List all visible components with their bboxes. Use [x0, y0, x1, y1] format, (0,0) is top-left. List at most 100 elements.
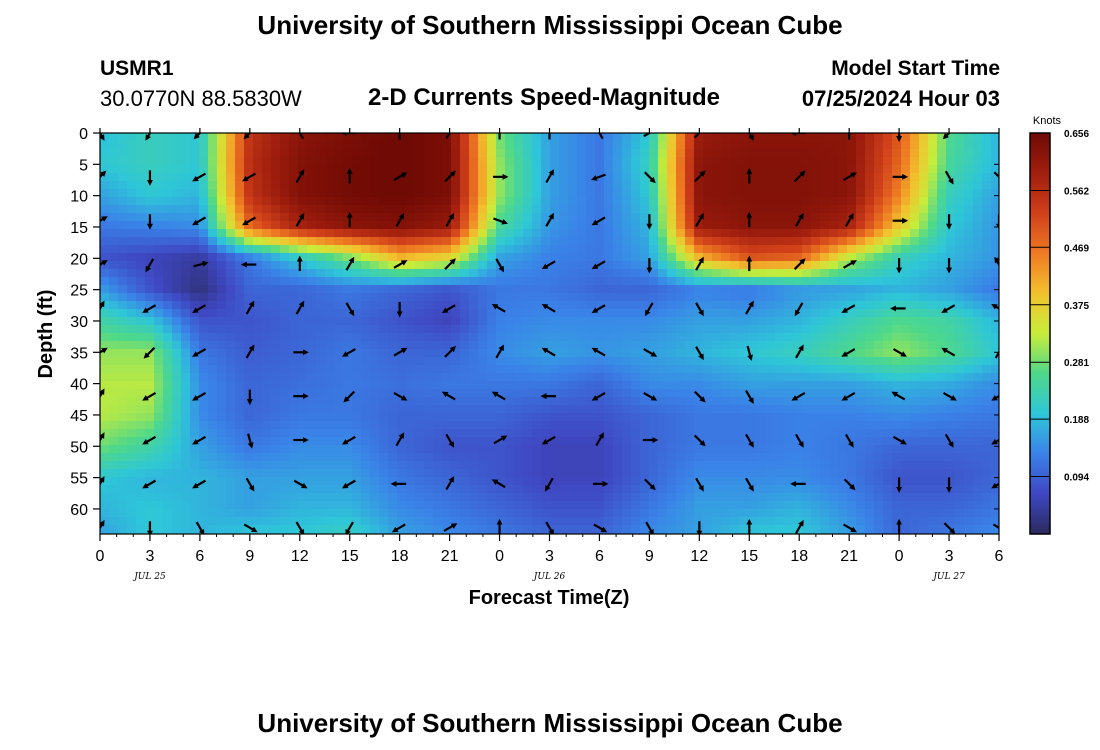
heatmap-cell: [298, 221, 308, 230]
heatmap-cell: [928, 221, 938, 230]
heatmap-cell: [217, 325, 227, 334]
heatmap-cell: [982, 261, 992, 270]
heatmap-cell: [181, 261, 191, 270]
heatmap-cell: [595, 421, 605, 430]
heatmap-cell: [235, 421, 245, 430]
heatmap-cell: [658, 157, 668, 166]
heatmap-cell: [487, 413, 497, 422]
heatmap-cell: [928, 309, 938, 318]
heatmap-cell: [388, 501, 398, 510]
heatmap-cell: [451, 245, 461, 254]
heatmap-cell: [406, 221, 416, 230]
heatmap-cell: [919, 413, 929, 422]
heatmap-cell: [586, 197, 596, 206]
heatmap-cell: [379, 245, 389, 254]
heatmap-cell: [442, 429, 452, 438]
heatmap-cell: [397, 133, 407, 142]
heatmap-cell: [658, 509, 668, 518]
heatmap-cell: [901, 189, 911, 198]
heatmap-cell: [802, 149, 812, 158]
heatmap-cell: [451, 413, 461, 422]
heatmap-cell: [361, 309, 371, 318]
heatmap-cell: [370, 213, 380, 222]
heatmap-cell: [712, 261, 722, 270]
heatmap-cell: [460, 157, 470, 166]
heatmap-cell: [892, 357, 902, 366]
heatmap-cell: [856, 309, 866, 318]
heatmap-cell: [847, 237, 857, 246]
heatmap-cell: [271, 221, 281, 230]
heatmap-cell: [271, 205, 281, 214]
heatmap-cell: [928, 253, 938, 262]
heatmap-cell: [307, 309, 317, 318]
heatmap-cell: [379, 477, 389, 486]
heatmap-cell: [640, 317, 650, 326]
heatmap-cell: [154, 301, 164, 310]
heatmap-cell: [343, 213, 353, 222]
heatmap-cell: [631, 213, 641, 222]
heatmap-cell: [181, 413, 191, 422]
heatmap-cell: [721, 381, 731, 390]
heatmap-cell: [892, 373, 902, 382]
heatmap-cell: [910, 373, 920, 382]
heatmap-cell: [541, 277, 551, 286]
heatmap-cell: [865, 309, 875, 318]
heatmap-cell: [982, 381, 992, 390]
heatmap-cell: [874, 509, 884, 518]
heatmap-cell: [586, 309, 596, 318]
heatmap-cell: [874, 229, 884, 238]
heatmap-cell: [739, 333, 749, 342]
heatmap-cell: [397, 221, 407, 230]
heatmap-cell: [343, 341, 353, 350]
heatmap-cell: [280, 405, 290, 414]
heatmap-cell: [802, 373, 812, 382]
heatmap-cell: [694, 453, 704, 462]
heatmap-cell: [298, 341, 308, 350]
heatmap-cell: [550, 357, 560, 366]
heatmap-cell: [415, 261, 425, 270]
heatmap-cell: [181, 173, 191, 182]
heatmap-cell: [784, 189, 794, 198]
heatmap-cell: [586, 317, 596, 326]
heatmap-cell: [532, 453, 542, 462]
heatmap-cell: [406, 205, 416, 214]
heatmap-cell: [253, 429, 263, 438]
heatmap-cell: [775, 157, 785, 166]
heatmap-cell: [307, 445, 317, 454]
heatmap-cell: [568, 317, 578, 326]
heatmap-cell: [271, 485, 281, 494]
heatmap-cell: [901, 365, 911, 374]
heatmap-cell: [721, 469, 731, 478]
heatmap-cell: [334, 133, 344, 142]
heatmap-cell: [415, 237, 425, 246]
heatmap-cell: [406, 437, 416, 446]
heatmap-cell: [955, 157, 965, 166]
heatmap-cell: [451, 325, 461, 334]
heatmap-cell: [505, 429, 515, 438]
heatmap-cell: [622, 461, 632, 470]
heatmap-cell: [541, 493, 551, 502]
heatmap-cell: [181, 429, 191, 438]
heatmap-cell: [532, 485, 542, 494]
heatmap-cell: [127, 333, 137, 342]
heatmap-cell: [973, 461, 983, 470]
heatmap-cell: [712, 333, 722, 342]
heatmap-cell: [532, 165, 542, 174]
heatmap-cell: [325, 373, 335, 382]
heatmap-cell: [190, 269, 200, 278]
heatmap-cell: [397, 301, 407, 310]
heatmap-cell: [199, 133, 209, 142]
heatmap-cell: [406, 525, 416, 534]
heatmap-cell: [838, 453, 848, 462]
heatmap-cell: [820, 325, 830, 334]
heatmap-cell: [703, 381, 713, 390]
heatmap-cell: [829, 197, 839, 206]
heatmap-cell: [865, 133, 875, 142]
heatmap-cell: [667, 157, 677, 166]
heatmap-cell: [856, 253, 866, 262]
heatmap-cell: [217, 509, 227, 518]
heatmap-cell: [325, 173, 335, 182]
heatmap-cell: [541, 357, 551, 366]
heatmap-cell: [181, 165, 191, 174]
heatmap-cell: [712, 517, 722, 526]
